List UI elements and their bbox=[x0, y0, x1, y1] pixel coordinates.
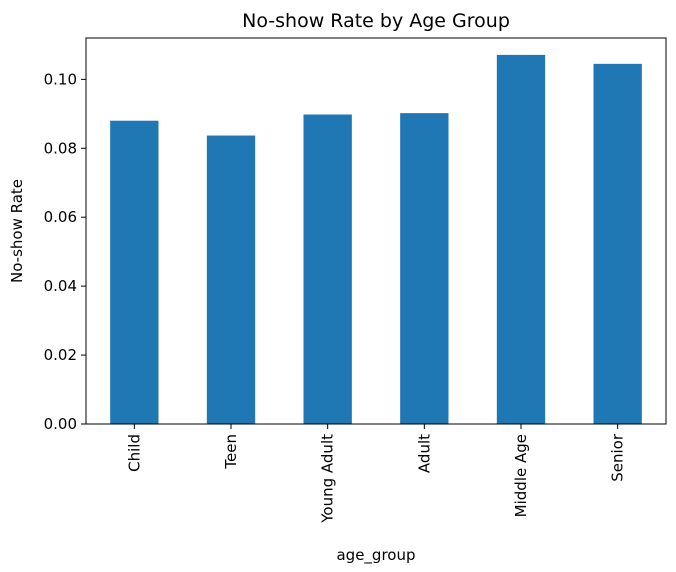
plot-frame bbox=[85, 37, 667, 425]
bar-senior bbox=[593, 63, 642, 425]
y-tick-label: 0.10 bbox=[44, 70, 77, 88]
x-tick-label: Teen bbox=[222, 434, 240, 470]
x-tick-label: Adult bbox=[415, 434, 433, 473]
bar-adult bbox=[400, 113, 449, 424]
y-axis-ticks: 0.00 0.02 0.04 0.06 0.08 0.10 bbox=[44, 70, 86, 433]
bar-young-adult bbox=[303, 114, 352, 424]
bar-child bbox=[110, 120, 159, 424]
y-tick-label: 0.06 bbox=[44, 208, 77, 226]
x-axis-ticks: Child Teen Young Adult Adult Middle Age Senio… bbox=[125, 424, 627, 524]
chart-title: No-show Rate by Age Group bbox=[242, 10, 510, 32]
x-tick-label: Child bbox=[125, 434, 143, 472]
x-axis-label: age_group bbox=[336, 546, 415, 565]
y-tick-label: 0.04 bbox=[44, 277, 77, 295]
x-tick-label: Young Adult bbox=[319, 434, 337, 524]
y-tick-label: 0.08 bbox=[44, 139, 77, 157]
y-tick-label: 0.00 bbox=[44, 415, 77, 433]
bars-group bbox=[110, 54, 642, 425]
y-tick-label: 0.02 bbox=[44, 346, 77, 364]
x-tick-label: Senior bbox=[609, 433, 627, 482]
bar-middle-age bbox=[496, 54, 546, 424]
x-tick-label: Middle Age bbox=[512, 434, 530, 517]
bar-teen bbox=[206, 135, 256, 424]
y-axis-label: No-show Rate bbox=[8, 179, 26, 283]
